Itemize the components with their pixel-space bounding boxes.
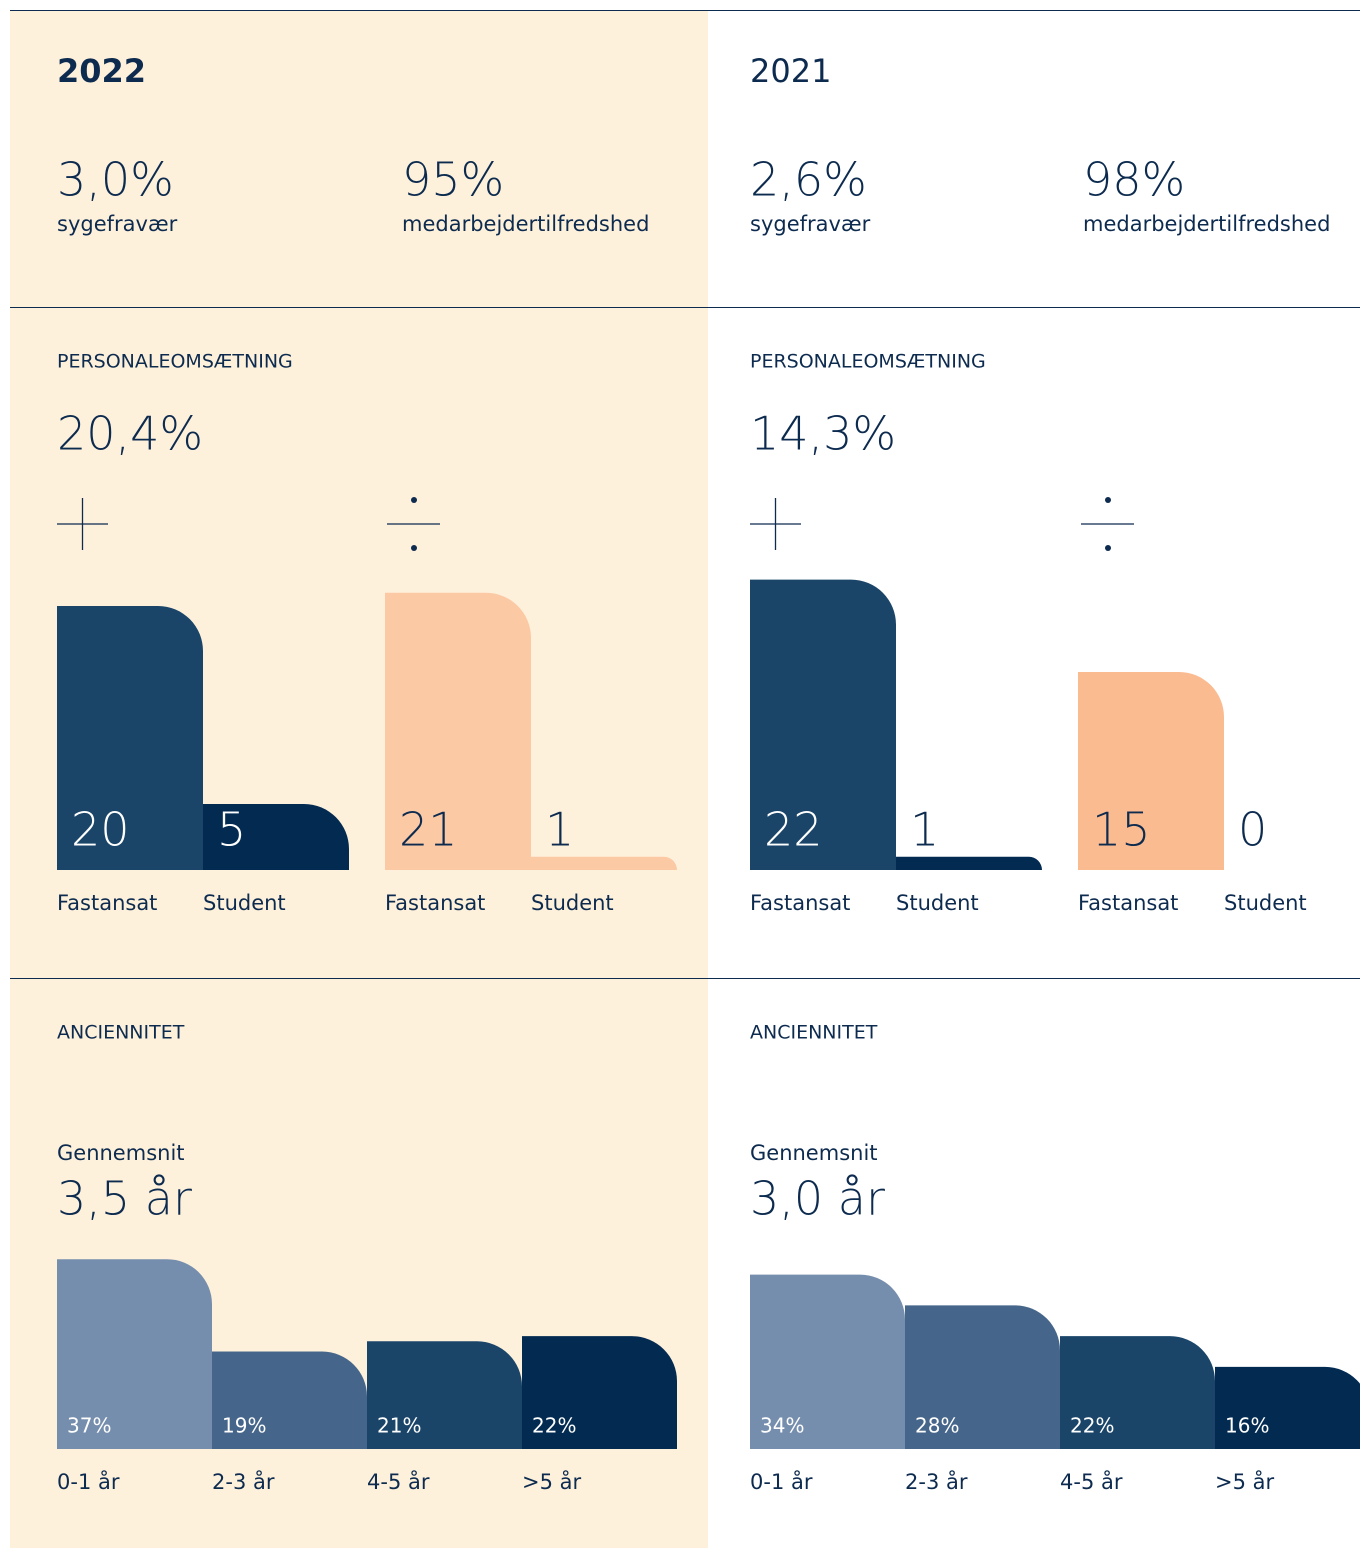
value-label: 16% <box>1225 1414 1269 1438</box>
stat-value: 2,6% <box>750 153 867 207</box>
bar <box>750 579 896 870</box>
turnover-value: 20,4% <box>57 407 203 461</box>
category-label: 0-1 år <box>750 1469 813 1494</box>
stat-label: sygefravær <box>750 212 871 236</box>
stat-label: sygefravær <box>57 212 178 236</box>
stat-value: 3,0% <box>57 153 174 207</box>
value-label: 21% <box>377 1414 421 1438</box>
value-label: 20 <box>71 803 130 857</box>
seniority-value: 3,5 år <box>57 1172 192 1226</box>
bar <box>1078 672 1224 870</box>
seniority-value: 3,0 år <box>750 1172 885 1226</box>
value-label: 1 <box>545 803 574 857</box>
category-label: Student <box>203 891 286 915</box>
year: 2022 <box>57 52 146 90</box>
category-label: 4-5 år <box>1060 1469 1123 1494</box>
bar <box>905 1305 1060 1449</box>
value-label: 1 <box>910 803 939 857</box>
category-label: Fastansat <box>385 891 485 915</box>
category-label: 4-5 år <box>367 1469 430 1494</box>
stat-value: 98% <box>1083 153 1185 207</box>
dot <box>411 545 417 551</box>
section-heading: ANCIENNITET <box>750 1022 878 1044</box>
value-label: 34% <box>760 1414 804 1438</box>
value-label: 5 <box>217 803 246 857</box>
value-label: 37% <box>67 1414 111 1438</box>
category-label: Student <box>896 891 979 915</box>
bar <box>203 804 349 870</box>
value-label: 15 <box>1092 803 1151 857</box>
bar <box>212 1351 367 1449</box>
value-label: 22% <box>532 1414 576 1438</box>
value-label: 22% <box>1070 1414 1114 1438</box>
category-label: 2-3 år <box>905 1469 968 1494</box>
dot <box>1105 497 1111 503</box>
value-label: 0 <box>1238 803 1267 857</box>
category-label: 2-3 år <box>212 1469 275 1494</box>
dot <box>1105 545 1111 551</box>
category-label: Student <box>531 891 614 915</box>
turnover-value: 14,3% <box>750 407 896 461</box>
stat-value: 95% <box>402 153 504 207</box>
bar <box>367 1341 522 1449</box>
value-label: 19% <box>222 1414 266 1438</box>
stat-label: medarbejdertilfredshed <box>402 212 649 236</box>
bar <box>57 606 203 870</box>
bar <box>531 856 677 870</box>
category-label: 0-1 år <box>57 1469 120 1494</box>
subheading: Gennemsnit <box>750 1141 878 1165</box>
category-label: Student <box>1224 891 1307 915</box>
symbols <box>57 498 1134 550</box>
bar <box>522 1336 677 1449</box>
category-label: >5 år <box>522 1469 582 1494</box>
section-heading: ANCIENNITET <box>57 1022 185 1044</box>
value-label: 22 <box>764 803 823 857</box>
bar <box>750 1274 905 1449</box>
subheading: Gennemsnit <box>57 1141 185 1165</box>
section-heading: PERSONALEOMSÆTNING <box>57 351 293 373</box>
bar <box>1060 1336 1215 1449</box>
bar <box>57 1259 212 1449</box>
stat-label: medarbejdertilfredshed <box>1083 212 1330 236</box>
section-heading: PERSONALEOMSÆTNING <box>750 351 986 373</box>
division-dots <box>411 497 1111 551</box>
category-label: Fastansat <box>57 891 157 915</box>
value-label: 28% <box>915 1414 959 1438</box>
dot <box>411 497 417 503</box>
year: 2021 <box>750 52 831 90</box>
value-label: 21 <box>399 803 458 857</box>
bar <box>385 592 531 870</box>
category-label: Fastansat <box>1078 891 1178 915</box>
bar <box>1215 1366 1360 1449</box>
bar <box>896 856 1042 870</box>
category-label: >5 år <box>1215 1469 1275 1494</box>
category-label: Fastansat <box>750 891 850 915</box>
